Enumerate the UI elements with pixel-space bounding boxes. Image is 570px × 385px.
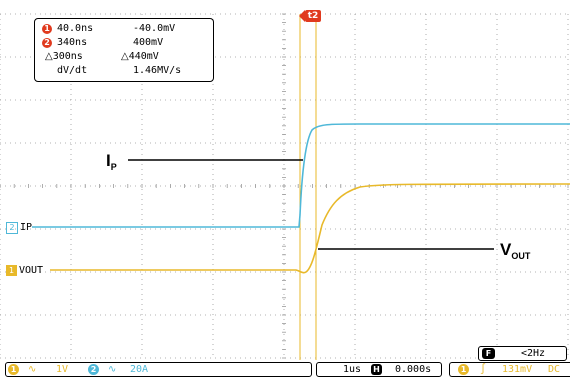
ch2-scale: 20A: [130, 364, 149, 375]
ch1-scale: 1V: [56, 364, 69, 375]
delta-time: 300ns: [52, 51, 83, 62]
channel-2-label: IP: [20, 222, 33, 233]
vout-annotation-main: V: [500, 240, 512, 259]
frequency-readout[interactable]: F <2Hz: [478, 346, 567, 361]
cursor-2-badge: 2: [42, 38, 52, 48]
cursor-2-volt: 400mV: [133, 37, 164, 48]
channel-status-bar[interactable]: 1 ∿ 1V 2 ∿ 20A: [5, 362, 312, 377]
channel-1-number: 1: [6, 265, 17, 276]
cursor-1-volt: -40.0mV: [133, 23, 176, 34]
channel-1-marker[interactable]: 1 VOUT: [6, 265, 43, 276]
trigger-status[interactable]: 1 ∫ 131mV DC: [449, 362, 570, 377]
trigger-source-badge: 1: [458, 364, 469, 375]
slope-label: dV/dt: [57, 65, 88, 76]
frequency-value: <2Hz: [521, 348, 546, 359]
cursor-1-row: 1 40.0ns -40.0mV: [35, 22, 213, 36]
delta-time-cell: △300ns: [45, 50, 83, 64]
delta-volt-cell: △440mV: [121, 50, 159, 64]
slope-value: 1.46MV/s: [133, 65, 182, 76]
cursor-1-badge: 1: [42, 24, 52, 34]
marker-arrow-icon: [299, 10, 305, 22]
delta-volt: 440mV: [128, 51, 159, 62]
trigger-level: 131mV: [502, 364, 533, 375]
slope-row: dV/dt 1.46MV/s: [35, 64, 213, 78]
channel-2-number: 2: [6, 222, 18, 234]
ch2-coupling-icon: ∿: [108, 364, 117, 375]
channel-2-marker[interactable]: 2 IP: [6, 222, 33, 234]
vout-trace: [50, 183, 570, 274]
delta-row: △300ns △440mV: [35, 50, 213, 64]
ch1-status-badge: 1: [8, 364, 19, 375]
timebase-delay: 0.000s: [395, 364, 432, 375]
delta-icon: △: [45, 51, 53, 62]
ip-annotation: IP: [106, 152, 117, 176]
timebase-value: 1us: [343, 364, 362, 375]
cursor-2-row: 2 340ns 400mV: [35, 36, 213, 50]
cursor-measurement-panel: 1 40.0ns -40.0mV 2 340ns 400mV △300ns △4…: [34, 18, 214, 82]
ip-trace: [32, 123, 570, 228]
delta-icon-2: △: [121, 51, 129, 62]
marker-label: t2: [305, 10, 321, 22]
timebase-status[interactable]: 1us H 0.000s: [316, 362, 442, 377]
ch2-status-badge: 2: [88, 364, 99, 375]
vout-annotation-sub: OUT: [511, 251, 531, 261]
ip-annotation-sub: P: [110, 162, 117, 172]
trigger-slope-icon: ∫: [480, 364, 487, 375]
trigger-coupling: DC: [548, 364, 561, 375]
cursor-1-time: 40.0ns: [57, 23, 94, 34]
frequency-icon: F: [482, 348, 495, 359]
vout-annotation: VOUT: [500, 241, 530, 265]
horizontal-icon: H: [371, 364, 382, 375]
cursor-2-time: 340ns: [57, 37, 88, 48]
ip-annotation-main: I: [106, 151, 111, 170]
ch1-coupling-icon: ∿: [28, 364, 37, 375]
channel-1-label: VOUT: [19, 265, 44, 276]
